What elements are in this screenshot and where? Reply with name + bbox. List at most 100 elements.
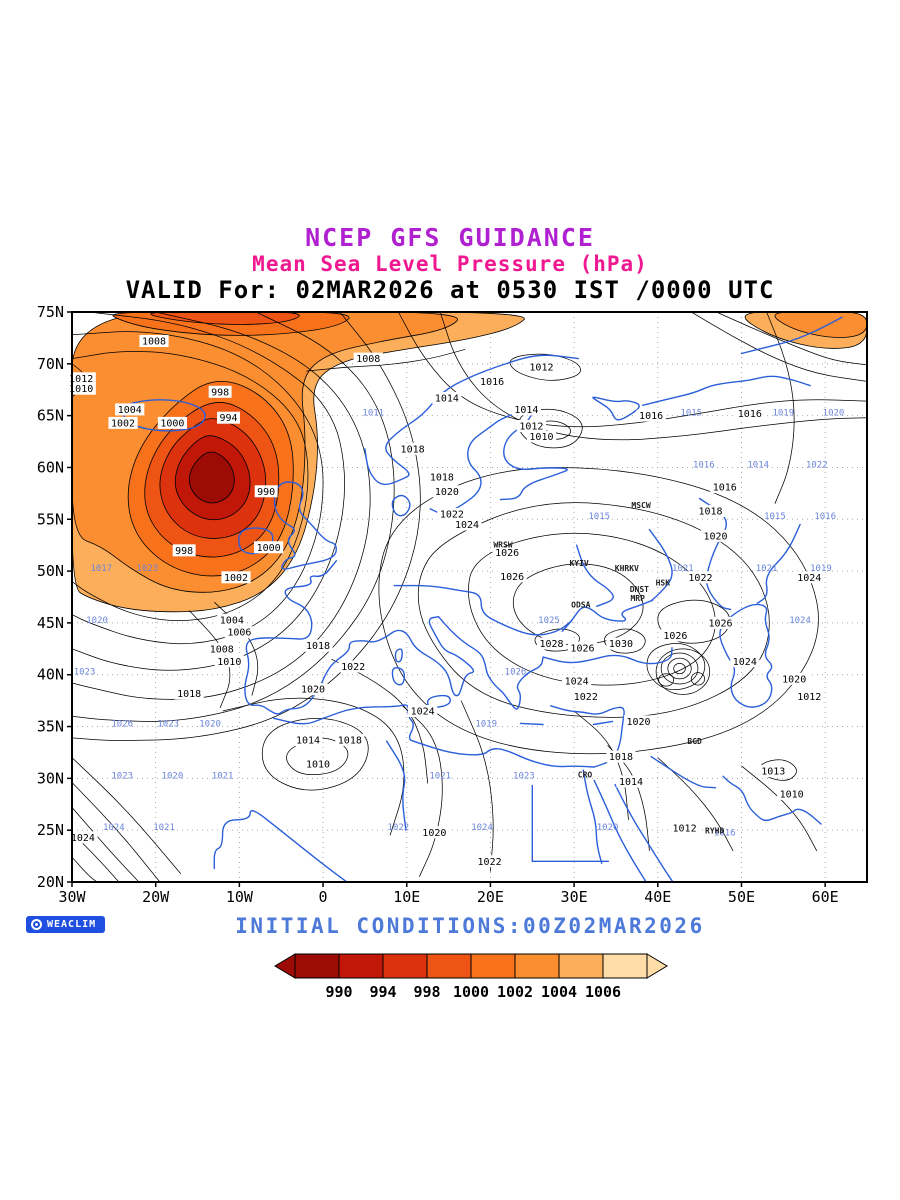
svg-text:40E: 40E — [644, 888, 671, 906]
svg-text:DNST: DNST — [630, 585, 649, 594]
north-africa-coastline — [273, 704, 595, 768]
svg-text:1016: 1016 — [738, 409, 762, 420]
svg-text:1004: 1004 — [118, 405, 142, 416]
svg-text:1012: 1012 — [797, 692, 821, 703]
svg-text:1011: 1011 — [362, 409, 384, 419]
levant-coastline — [550, 705, 625, 768]
svg-text:998: 998 — [211, 388, 229, 399]
svg-text:1020: 1020 — [435, 487, 459, 498]
svg-text:MRP: MRP — [630, 594, 645, 603]
svg-text:25N: 25N — [37, 821, 64, 839]
svg-text:1008: 1008 — [210, 645, 234, 656]
svg-text:ODSA: ODSA — [571, 601, 590, 610]
svg-text:1000: 1000 — [160, 419, 184, 430]
svg-text:RYHD: RYHD — [705, 827, 724, 836]
svg-text:1023: 1023 — [74, 668, 96, 678]
svg-text:30N: 30N — [37, 770, 64, 788]
svg-text:1018: 1018 — [430, 473, 454, 484]
adriatic-greece-coastline — [437, 616, 544, 710]
ireland-coastline — [238, 527, 274, 555]
svg-text:1002: 1002 — [111, 419, 135, 430]
svg-text:1002: 1002 — [497, 983, 533, 1001]
svg-text:1019: 1019 — [475, 720, 497, 730]
map-frame — [71, 311, 868, 884]
svg-text:1010: 1010 — [69, 384, 93, 395]
svg-text:75N: 75N — [37, 306, 64, 321]
sardinia-coastline — [391, 667, 406, 686]
white-sea-coastline — [592, 396, 640, 421]
svg-text:1000: 1000 — [257, 543, 281, 554]
svg-text:1026: 1026 — [500, 572, 524, 583]
red-sea-west-coastline — [593, 779, 647, 883]
coastline-layer — [121, 316, 843, 883]
italy-coastline — [386, 616, 475, 697]
svg-text:1015: 1015 — [588, 512, 610, 522]
algeria-libya-border-coastline — [386, 740, 407, 832]
svg-text:1016: 1016 — [714, 829, 736, 839]
station-value-layer: 1011 1015 1019 1020 1016 1014 1022 1015 1015 1016… — [74, 409, 845, 839]
black-sea-north-coastline — [561, 599, 654, 633]
svg-text:MSCW: MSCW — [631, 501, 650, 510]
svg-text:1024: 1024 — [455, 520, 479, 531]
svg-text:1018: 1018 — [306, 641, 330, 652]
svg-text:1010: 1010 — [217, 657, 241, 668]
svg-text:1021: 1021 — [153, 823, 175, 833]
svg-text:1002: 1002 — [224, 573, 248, 584]
svg-text:1021: 1021 — [429, 772, 451, 782]
svg-text:20N: 20N — [37, 873, 64, 891]
svg-text:55N: 55N — [37, 511, 64, 529]
svg-text:994: 994 — [369, 983, 396, 1001]
svg-text:1016: 1016 — [814, 512, 836, 522]
svg-text:1010: 1010 — [529, 432, 553, 443]
svg-text:50E: 50E — [728, 888, 755, 906]
svg-text:1010: 1010 — [306, 760, 330, 771]
sicily-coastline — [426, 695, 451, 709]
svg-text:994: 994 — [219, 413, 237, 424]
weather-chart-page: NCEP GFS GUIDANCE Mean Sea Level Pressur… — [20, 224, 880, 1001]
svg-text:1030: 1030 — [609, 639, 633, 650]
svg-text:1026: 1026 — [505, 668, 527, 678]
svg-text:60N: 60N — [37, 459, 64, 477]
danube-coastline — [393, 585, 573, 636]
svg-text:1020: 1020 — [626, 717, 650, 728]
svg-text:1024: 1024 — [565, 677, 589, 688]
svg-text:1026: 1026 — [663, 631, 687, 642]
svg-text:998: 998 — [413, 983, 440, 1001]
svg-text:1018: 1018 — [338, 736, 362, 747]
baltic-coastline — [429, 410, 568, 515]
svg-text:1000: 1000 — [453, 983, 489, 1001]
svg-text:1010: 1010 — [780, 790, 804, 801]
svg-text:1024: 1024 — [733, 657, 757, 668]
svg-text:1016: 1016 — [639, 411, 663, 422]
svg-text:1022: 1022 — [574, 692, 598, 703]
norway-coastline — [364, 354, 579, 486]
svg-text:0: 0 — [319, 888, 328, 906]
pressure-map: 1008 1008 1012 1016 1014 1012 1010 998 994 1004 10… — [20, 303, 880, 912]
initial-conditions: INITIAL CONDITIONS:00Z02MAR2026 — [235, 914, 705, 939]
black-sea-south-coastline — [542, 647, 673, 665]
svg-text:50N: 50N — [37, 562, 64, 580]
svg-text:1024: 1024 — [797, 573, 821, 584]
svg-text:35N: 35N — [37, 718, 64, 736]
sahara-borders-coastline — [213, 810, 349, 883]
svg-text:1026: 1026 — [709, 619, 733, 630]
svg-text:1020: 1020 — [703, 532, 727, 543]
svg-text:1006: 1006 — [585, 983, 621, 1001]
svg-text:1014: 1014 — [747, 461, 769, 471]
svg-text:1020: 1020 — [162, 772, 184, 782]
svg-text:KYIV: KYIV — [569, 559, 588, 568]
svg-text:65N: 65N — [37, 407, 64, 425]
svg-text:1018: 1018 — [177, 689, 201, 700]
svg-text:1024: 1024 — [71, 833, 95, 844]
svg-text:1022: 1022 — [688, 573, 712, 584]
svg-text:1024: 1024 — [789, 616, 811, 626]
svg-text:10W: 10W — [226, 888, 254, 906]
svg-text:990: 990 — [257, 487, 275, 498]
svg-text:BGD: BGD — [687, 737, 702, 746]
svg-text:1016: 1016 — [693, 461, 715, 471]
svg-text:1012: 1012 — [519, 422, 543, 433]
arctic-coast-coastline — [740, 316, 843, 355]
svg-text:1018: 1018 — [698, 507, 722, 518]
svg-text:1021: 1021 — [212, 772, 234, 782]
